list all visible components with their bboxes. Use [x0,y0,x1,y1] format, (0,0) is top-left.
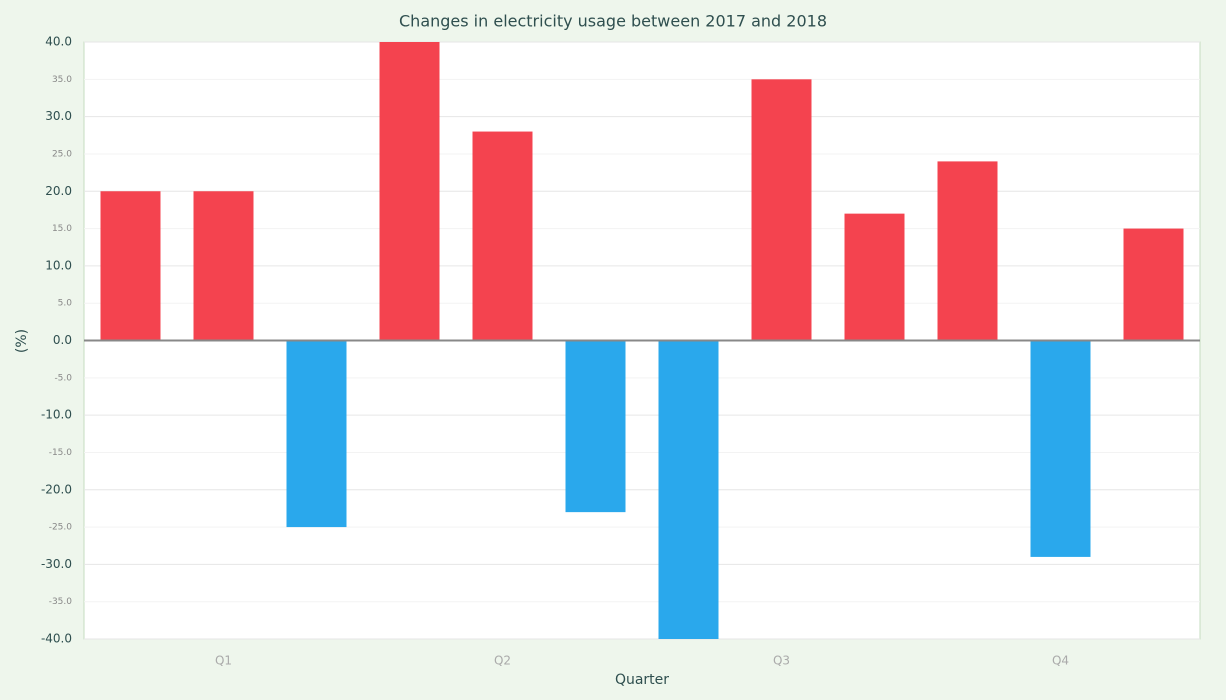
y-tick-label: 40.0 [45,35,72,49]
y-tick-label: -5.0 [54,373,72,383]
y-tick-label: 10.0 [45,258,72,272]
y-tick-label: -35.0 [49,597,73,607]
y-tick-label: -40.0 [41,632,72,646]
y-tick-label: 5.0 [58,299,73,309]
x-tick-label: Q2 [494,654,511,668]
y-tick-label: 15.0 [52,224,72,234]
bar [1123,228,1184,341]
bar [937,161,998,341]
y-tick-label: 25.0 [52,149,72,159]
y-tick-label: -30.0 [41,557,72,571]
y-tick-label: -25.0 [49,523,73,533]
x-tick-label: Q3 [773,654,790,668]
bar [751,79,812,341]
y-tick-label: -20.0 [41,482,72,496]
y-tick-label: 0.0 [53,333,72,347]
y-tick-label: -15.0 [49,448,73,458]
bar [565,340,626,513]
bar [844,213,905,341]
bar [286,340,347,528]
y-tick-label: -10.0 [41,408,72,422]
y-axis-label: (%) [14,329,30,353]
chart-title: Changes in electricity usage between 201… [399,12,827,31]
y-tick-label: 30.0 [45,109,72,123]
x-tick-label: Q4 [1052,654,1069,668]
x-tick-label: Q1 [215,654,232,668]
y-tick-label: 35.0 [52,75,72,85]
x-axis-label: Quarter [615,672,669,688]
bar [193,191,254,341]
bar [1030,340,1091,557]
bar [658,340,719,639]
y-tick-label: 20.0 [45,184,72,198]
bar [100,191,161,341]
bar [379,42,440,341]
bar [472,131,533,341]
